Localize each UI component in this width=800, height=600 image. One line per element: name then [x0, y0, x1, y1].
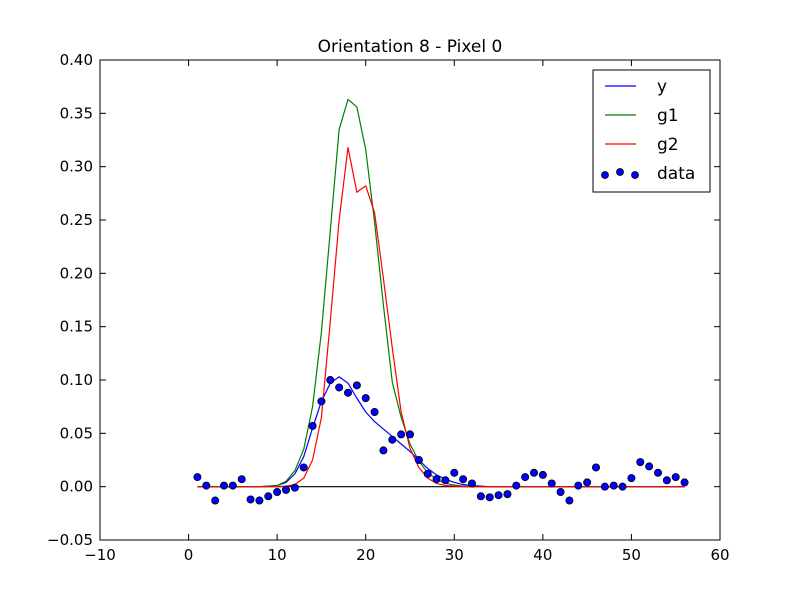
y-tick-label: 0.10: [60, 371, 93, 389]
x-tick-label: −10: [84, 546, 116, 564]
data-point: [459, 475, 468, 484]
y-tick-label: 0.15: [60, 318, 93, 336]
data-point: [671, 473, 680, 482]
data-point: [255, 496, 264, 505]
data-point: [237, 475, 246, 484]
data-point: [512, 481, 521, 490]
data-point: [467, 479, 476, 488]
data-point: [654, 468, 663, 477]
legend: y g1 g2 data: [592, 69, 711, 193]
data-point: [609, 481, 618, 490]
data-point: [645, 462, 654, 471]
data-point: [290, 483, 299, 492]
legend-label-g2: g2: [657, 135, 679, 155]
data-point: [476, 492, 485, 501]
data-point: [441, 476, 450, 485]
data-point: [627, 474, 636, 483]
data-point: [538, 470, 547, 479]
data-point: [574, 481, 583, 490]
plot-inner: [193, 98, 689, 505]
legend-label-y: y: [657, 77, 667, 97]
data-point: [273, 487, 282, 496]
data-point: [432, 475, 441, 484]
data-point: [583, 478, 592, 487]
data-point: [193, 473, 202, 482]
data-point: [352, 381, 361, 390]
data-point: [246, 495, 255, 504]
data-point: [485, 493, 494, 502]
x-tick-label: 60: [710, 546, 729, 564]
axes-frame: [99, 59, 721, 541]
x-tick-label: 0: [184, 546, 194, 564]
data-point: [202, 481, 211, 490]
y-tick-label: −0.05: [47, 531, 93, 549]
data-point: [680, 478, 689, 487]
legend-swatch-data: [631, 171, 639, 179]
x-tick-label: 10: [268, 546, 287, 564]
data-point: [335, 383, 344, 392]
data-point: [308, 421, 317, 430]
data-point: [228, 481, 237, 490]
data-point: [281, 485, 290, 494]
data-point: [600, 482, 609, 491]
data-point: [530, 468, 539, 477]
data-point: [556, 487, 565, 496]
y-tick-label: 0.30: [60, 158, 93, 176]
x-tick-label: 30: [445, 546, 464, 564]
data-point: [662, 476, 671, 485]
data-point: [343, 388, 352, 397]
data-point: [211, 496, 220, 505]
legend-label-g1: g1: [657, 106, 679, 126]
data-point: [379, 446, 388, 455]
data-point: [370, 407, 379, 416]
y-tick-label: 0.05: [60, 424, 93, 442]
x-tick-label: 50: [622, 546, 641, 564]
y-tick-label: 0.00: [60, 478, 93, 496]
y-tick-label: 0.25: [60, 211, 93, 229]
y-tick-label: 0.35: [60, 104, 93, 122]
data-point: [565, 496, 574, 505]
data-point: [219, 481, 228, 490]
data-point: [521, 473, 530, 482]
x-tick-label: 20: [356, 546, 375, 564]
data-point: [317, 397, 326, 406]
data-point: [450, 468, 459, 477]
data-point: [414, 455, 423, 464]
data-point: [494, 491, 503, 500]
data-point: [547, 479, 556, 488]
data-point: [361, 394, 370, 403]
y-tick-label: 0.40: [60, 51, 93, 69]
y-tick-label: 0.20: [60, 264, 93, 282]
data-point: [299, 463, 308, 472]
x-tick-label: 40: [533, 546, 552, 564]
legend-swatch-data: [601, 171, 609, 179]
axes: −10 0 10 20 30 40 50 60 −0.05 0.00 0.05 0.10 0.15 0.2…: [47, 51, 730, 564]
data-point: [397, 430, 406, 439]
data-point: [592, 463, 601, 472]
data-point: [388, 435, 397, 444]
data-point: [503, 490, 512, 499]
plot-area: [193, 98, 689, 505]
data-point: [405, 430, 414, 439]
data-point: [636, 458, 645, 467]
legend-label-data: data: [657, 164, 695, 184]
data-point: [423, 469, 432, 478]
chart-title: Orientation 8 - Pixel 0: [318, 37, 503, 57]
legend-swatch-data: [616, 168, 624, 176]
data-point: [326, 375, 335, 384]
legend-box: [592, 69, 711, 193]
data-point: [264, 492, 273, 501]
data-point: [618, 482, 627, 491]
